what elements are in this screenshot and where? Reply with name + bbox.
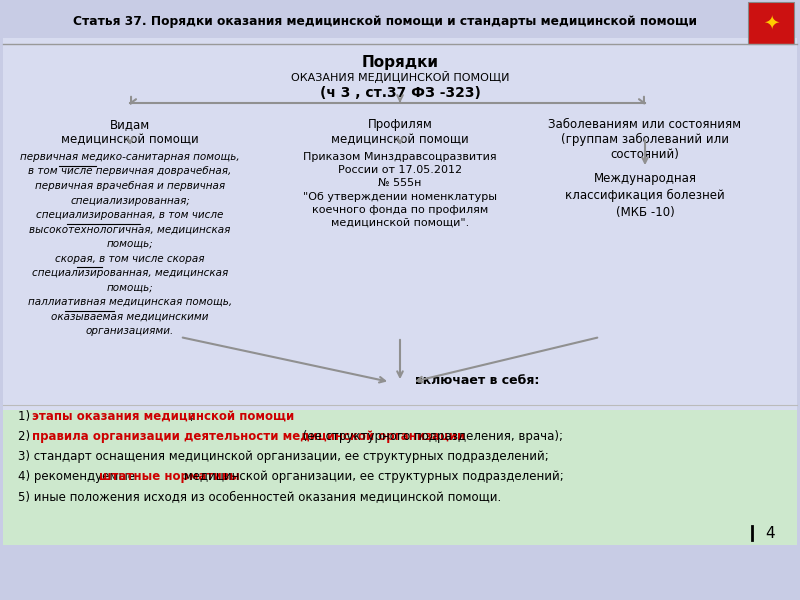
Text: включает в себя:: включает в себя: — [415, 373, 539, 386]
Text: Статья 37. Порядки оказания медицинской помощи и стандарты медицинской помощи: Статья 37. Порядки оказания медицинской … — [73, 16, 697, 28]
Text: в том числе первичная доврачебная,: в том числе первичная доврачебная, — [28, 166, 232, 176]
Text: Видам
медицинской помощи: Видам медицинской помощи — [61, 118, 199, 146]
Bar — [3, 38, 797, 545]
Text: помощь;: помощь; — [106, 283, 154, 292]
Text: правила организации деятельности медицинской организации: правила организации деятельности медицин… — [32, 430, 466, 443]
Text: 2): 2) — [18, 430, 34, 443]
Text: Заболеваниям или состояниям
(группам заболеваний или
состояний): Заболеваниям или состояниям (группам заб… — [549, 118, 742, 161]
Text: специализированная;: специализированная; — [70, 196, 190, 205]
Text: оказываемая медицинскими: оказываемая медицинскими — [51, 311, 209, 322]
Text: специализированная, медицинская: специализированная, медицинская — [32, 268, 228, 278]
Text: паллиативная медицинская помощь,: паллиативная медицинская помощь, — [28, 297, 232, 307]
Text: 3) стандарт оснащения медицинской организации, ее структурных подразделений;: 3) стандарт оснащения медицинской органи… — [18, 450, 549, 463]
Text: штатные нормативы: штатные нормативы — [99, 470, 240, 483]
Text: этапы оказания медицинской помощи: этапы оказания медицинской помощи — [32, 410, 294, 423]
Text: ОКАЗАНИЯ МЕДИЦИНСКОЙ ПОМОЩИ: ОКАЗАНИЯ МЕДИЦИНСКОЙ ПОМОЩИ — [290, 71, 510, 83]
Text: Приказом Минздравсоцразвития
России от 17.05.2012
№ 555н
"Об утверждении номенкл: Приказом Минздравсоцразвития России от 1… — [303, 152, 497, 228]
Text: первичная врачебная и первичная: первичная врачебная и первичная — [35, 181, 225, 191]
Text: высокотехнологичная, медицинская: высокотехнологичная, медицинская — [30, 224, 230, 235]
Text: организациями.: организациями. — [86, 326, 174, 336]
Text: 4) рекомендуемые: 4) рекомендуемые — [18, 470, 138, 483]
Text: (ч 3 , ст.37 ФЗ -323): (ч 3 , ст.37 ФЗ -323) — [319, 86, 481, 100]
Text: специализированная, в том числе: специализированная, в том числе — [36, 210, 224, 220]
Text: 5) иные положения исходя из особенностей оказания медицинской помощи.: 5) иные положения исходя из особенностей… — [18, 490, 502, 503]
Bar — [3, 410, 797, 545]
Text: Международная
классификация болезней
(МКБ -10): Международная классификация болезней (МК… — [565, 172, 725, 219]
Text: Профилям
медицинской помощи: Профилям медицинской помощи — [331, 118, 469, 146]
Bar — [748, 2, 794, 44]
Text: медицинской организации, ее структурных подразделений;: медицинской организации, ее структурных … — [180, 470, 563, 483]
Text: 1): 1) — [18, 410, 34, 423]
Text: Порядки: Порядки — [362, 55, 438, 70]
Text: помощь;: помощь; — [106, 239, 154, 249]
Text: 4: 4 — [765, 526, 775, 541]
Text: (ее структурного подразделения, врача);: (ее структурного подразделения, врача); — [299, 430, 563, 443]
Text: первичная медико-санитарная помощь,: первичная медико-санитарная помощь, — [20, 152, 240, 162]
Text: ✦: ✦ — [763, 13, 779, 32]
Text: скорая, в том числе скорая: скорая, в том числе скорая — [55, 253, 205, 263]
Text: ;: ; — [190, 410, 194, 423]
